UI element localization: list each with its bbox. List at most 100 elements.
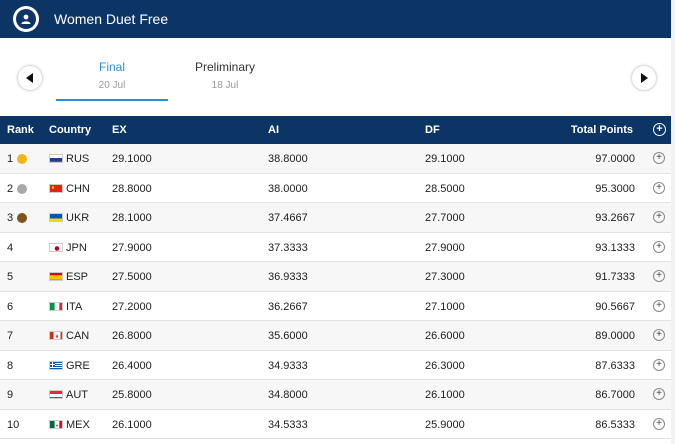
table-row[interactable]: 4 JPN 27.9000 37.3333 27.9000 93.1333 +: [0, 233, 671, 262]
ex-score: 27.5000: [112, 271, 152, 283]
rank-value: 9: [7, 389, 14, 401]
ai-score: 35.6000: [268, 330, 308, 342]
event-title: Women Duet Free: [54, 11, 169, 27]
column-ex[interactable]: EX: [112, 124, 127, 136]
df-score: 26.3000: [425, 359, 465, 372]
expand-row-icon[interactable]: +: [653, 240, 665, 253]
table-row[interactable]: 8 GRE 26.4000 34.9333 26.3000 87.6333 +: [0, 351, 671, 380]
table-row[interactable]: 3 UKR 28.1000 37.4667 27.7000 93.2667 +: [0, 203, 671, 233]
page-edge: [671, 0, 675, 444]
rank-value: 8: [7, 359, 14, 372]
flag-chn-icon: [49, 183, 63, 193]
expand-row-icon[interactable]: +: [653, 211, 665, 223]
ai-score: 34.5333: [268, 418, 308, 431]
expand-all-icon[interactable]: +: [653, 123, 666, 136]
medal-icon: [17, 213, 27, 223]
user-icon[interactable]: [13, 6, 39, 32]
flag-esp-icon: [49, 272, 63, 281]
expand-row-icon[interactable]: +: [653, 417, 665, 430]
ai-score: 37.3333: [268, 241, 308, 254]
rank-value: 7: [7, 330, 14, 342]
flag-ukr-icon: [49, 213, 63, 222]
ai-score: 36.9333: [268, 271, 308, 283]
event-header: Women Duet Free: [0, 0, 671, 38]
rank-value: 3: [7, 212, 14, 224]
country-code: UKR: [66, 212, 90, 224]
expand-row-icon[interactable]: +: [653, 358, 665, 371]
tab-preliminary-date: 18 Jul: [211, 80, 239, 91]
tab-preliminary-label: Preliminary: [194, 60, 255, 74]
expand-row-icon[interactable]: +: [653, 299, 665, 312]
country-code: GRE: [66, 359, 90, 372]
round-tabs: Final 20 Jul Preliminary 18 Jul: [0, 38, 671, 116]
country-code: MEX: [66, 418, 90, 431]
table-row[interactable]: 7 CAN 26.8000 35.6000 26.6000 89.0000 +: [0, 321, 671, 351]
ai-score: 38.8000: [268, 153, 308, 165]
rank-value: 1: [7, 153, 14, 165]
table-row[interactable]: 9 AUT 25.8000 34.8000 26.1000 86.7000 +: [0, 380, 671, 410]
triangle-left-icon: [26, 73, 33, 83]
total-points: 93.2667: [595, 212, 635, 224]
flag-ita-icon: [49, 301, 63, 311]
total-points: 97.0000: [595, 153, 635, 165]
df-score: 27.7000: [425, 212, 465, 224]
active-tab-indicator: [56, 99, 168, 101]
ai-score: 37.4667: [268, 212, 308, 224]
tab-preliminary[interactable]: Preliminary 18 Jul: [180, 60, 270, 91]
expand-row-icon[interactable]: +: [653, 388, 665, 400]
df-score: 27.1000: [425, 300, 465, 313]
ex-score: 26.8000: [112, 330, 152, 342]
ai-score: 38.0000: [268, 182, 308, 195]
expand-row-icon[interactable]: +: [653, 270, 665, 282]
expand-row-icon[interactable]: +: [653, 329, 665, 341]
flag-aut-icon: [49, 390, 63, 399]
table-row[interactable]: 6 ITA 27.2000 36.2667 27.1000 90.5667 +: [0, 292, 671, 321]
column-ai[interactable]: AI: [268, 124, 279, 136]
total-points: 90.5667: [595, 300, 635, 313]
previous-round-button[interactable]: [18, 66, 42, 90]
country-code: CAN: [66, 330, 90, 342]
table-body: 1 RUS 29.1000 38.8000 29.1000 97.0000 +2 CHN 28.…: [0, 144, 671, 439]
tab-final[interactable]: Final 20 Jul: [56, 60, 168, 101]
rank-value: 5: [7, 271, 14, 283]
country-code: AUT: [66, 389, 88, 401]
rank-value: 10: [7, 418, 20, 431]
rank-value: 2: [7, 182, 14, 195]
table-row[interactable]: 10 MEX 26.1000 34.5333 25.9000 86.5333 +: [0, 410, 671, 439]
column-total-points[interactable]: Total Points: [570, 124, 633, 136]
total-points: 91.7333: [595, 271, 635, 283]
column-rank[interactable]: Rank: [7, 124, 34, 136]
flag-jpn-icon: [49, 242, 63, 252]
table-row[interactable]: 2 CHN 28.8000 38.0000 28.5000 95.3000 +: [0, 174, 671, 203]
column-country[interactable]: Country: [49, 124, 92, 136]
total-points: 89.0000: [595, 330, 635, 342]
flag-rus-icon: [49, 154, 63, 163]
table-row[interactable]: 5 ESP 27.5000 36.9333 27.3000 91.7333 +: [0, 262, 671, 292]
country-code: JPN: [66, 241, 87, 254]
total-points: 87.6333: [595, 359, 635, 372]
df-score: 29.1000: [425, 153, 465, 165]
expand-row-icon[interactable]: +: [653, 181, 665, 194]
total-points: 93.1333: [595, 241, 635, 254]
ai-score: 34.9333: [268, 359, 308, 372]
next-round-button[interactable]: [632, 66, 656, 90]
medal-icon: [17, 154, 27, 164]
ex-score: 27.9000: [112, 241, 152, 254]
flag-gre-icon: [49, 360, 63, 370]
table-row[interactable]: 1 RUS 29.1000 38.8000 29.1000 97.0000 +: [0, 144, 671, 174]
total-points: 95.3000: [595, 182, 635, 195]
country-code: RUS: [66, 153, 90, 165]
ex-score: 26.1000: [112, 418, 152, 431]
df-score: 26.1000: [425, 389, 465, 401]
column-df[interactable]: DF: [425, 124, 440, 136]
df-score: 27.3000: [425, 271, 465, 283]
total-points: 86.5333: [595, 418, 635, 431]
ex-score: 28.8000: [112, 182, 152, 195]
df-score: 26.6000: [425, 330, 465, 342]
flag-can-icon: [49, 331, 63, 340]
rank-value: 4: [7, 241, 14, 254]
ai-score: 36.2667: [268, 300, 308, 313]
country-code: CHN: [66, 182, 90, 195]
country-code: ITA: [66, 300, 83, 313]
expand-row-icon[interactable]: +: [653, 152, 665, 164]
